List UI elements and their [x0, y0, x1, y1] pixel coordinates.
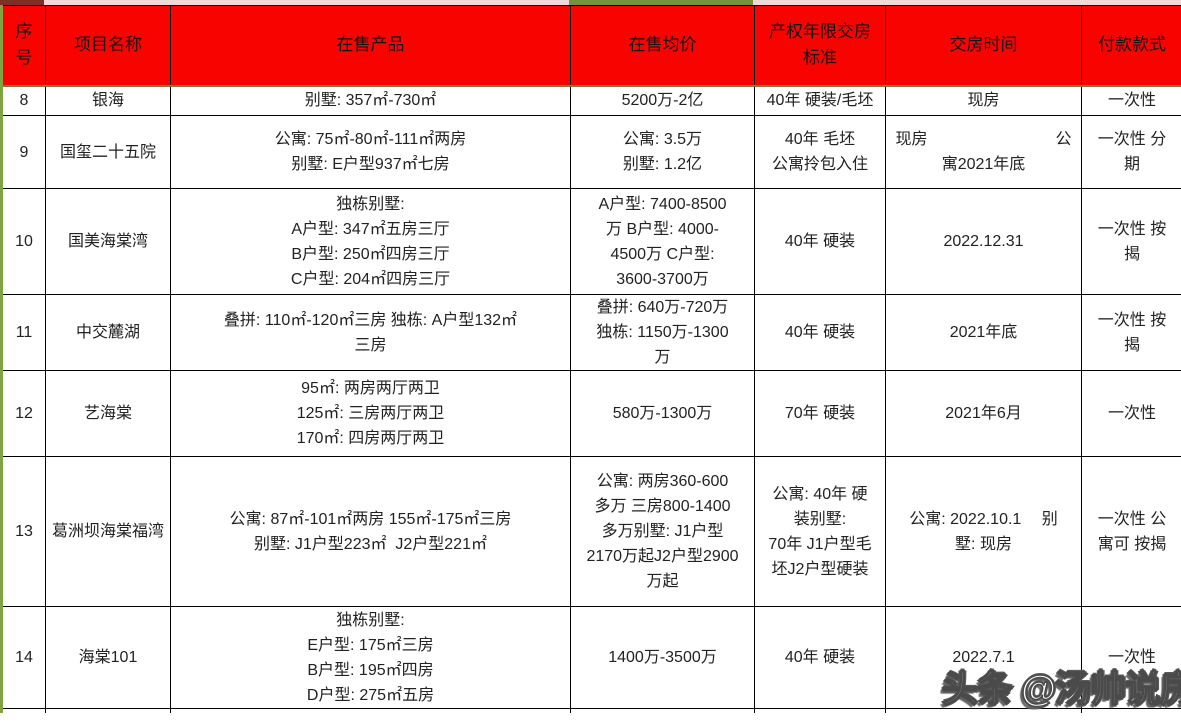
- cell-project-name: 中交麓湖: [45, 294, 171, 371]
- cell-avg-price: 1400万-3500万: [570, 606, 755, 709]
- cell-index: 10: [1, 188, 46, 295]
- cell-avg-price: A户型: 7400-8500 万 B户型: 4000- 4500万 C户型: 3…: [570, 188, 755, 295]
- cell-project-name: 银海: [45, 85, 171, 116]
- cell-project-name: 国美海棠湾: [45, 188, 171, 295]
- cell-payment-type: 一次性 分 期: [1081, 115, 1181, 189]
- cell-project-name: 葛洲坝海棠福湾: [45, 456, 171, 607]
- cell-payment-type: 一次性 按 揭: [1081, 188, 1181, 295]
- cell-tenure-standard: 40年 硬装: [754, 188, 886, 295]
- col-header-payment-type: 付款款式: [1081, 5, 1181, 87]
- partial-row: [1, 708, 1181, 713]
- table-row: 8 银海 别墅: 357㎡-730㎡ 5200万-2亿 40年 硬装/毛坯 现房…: [1, 85, 1181, 116]
- table-row: 14 海棠101 独栋别墅: E户型: 175㎡三房 B户型: 195㎡四房 D…: [1, 606, 1181, 709]
- cell-products: 95㎡: 两房两厅两卫 125㎡: 三房两厅两卫 170㎡: 四房两厅两卫: [170, 370, 571, 457]
- table-row: 13 葛洲坝海棠福湾 公寓: 87㎡-101㎡两房 155㎡-175㎡三房 别墅…: [1, 456, 1181, 607]
- cell-products: 独栋别墅: E户型: 175㎡三房 B户型: 195㎡四房 D户型: 275㎡五…: [170, 606, 571, 709]
- col-header-products: 在售产品: [170, 5, 571, 87]
- cell-project-name: 国玺二十五院: [45, 115, 171, 189]
- cell-delivery-time: 现房 公 寓2021年底: [885, 115, 1082, 189]
- cell-products: 公寓: 87㎡-101㎡两房 155㎡-175㎡三房 别墅: J1户型223㎡ …: [170, 456, 571, 607]
- cell-tenure-standard: 40年 毛坯 公寓拎包入住: [754, 115, 886, 189]
- cell-index: 8: [1, 85, 46, 116]
- cell-products: 叠拼: 110㎡-120㎡三房 独栋: A户型132㎡ 三房: [170, 294, 571, 371]
- cell-tenure-standard: 70年 硬装: [754, 370, 886, 457]
- cell-avg-price: 公寓: 3.5万 别墅: 1.2亿: [570, 115, 755, 189]
- top-strip-segment-maroon: [0, 0, 44, 5]
- table-row: 12 艺海棠 95㎡: 两房两厅两卫 125㎡: 三房两厅两卫 170㎡: 四房…: [1, 370, 1181, 457]
- cell-index: 14: [1, 606, 46, 709]
- watermark: 头条 @汤帅说房: [941, 667, 1181, 710]
- col-header-tenure-standard: 产权年限交房 标准: [754, 5, 886, 87]
- listings-table: 序 号 项目名称 在售产品 在售均价 产权年限交房 标准 交房时间 付款款式 8…: [0, 5, 1181, 713]
- top-strip-segment-pink-right: [753, 0, 1181, 5]
- top-strip-segment-pink-left: [44, 0, 569, 5]
- cell-index: 11: [1, 294, 46, 371]
- cell-tenure-standard: 40年 硬装/毛坯: [754, 85, 886, 116]
- cell-payment-type: 一次性 按 揭: [1081, 294, 1181, 371]
- cell-payment-type: 一次性: [1081, 85, 1181, 116]
- cell-avg-price: 公寓: 两房360-600 多万 三房800-1400 多万别墅: J1户型 2…: [570, 456, 755, 607]
- cell-payment-type: 一次性: [1081, 370, 1181, 457]
- cell-products: 公寓: 75㎡-80㎡-111㎡两房 别墅: E户型937㎡七房: [170, 115, 571, 189]
- cell-avg-price: 5200万-2亿: [570, 85, 755, 116]
- cell-tenure-standard: 40年 硬装: [754, 606, 886, 709]
- cell-index: 12: [1, 370, 46, 457]
- cell-index: 9: [1, 115, 46, 189]
- cell-payment-type: 一次性 公 寓可 按揭: [1081, 456, 1181, 607]
- cell-tenure-standard: 公寓: 40年 硬 装别墅: 70年 J1户型毛 坯J2户型硬装: [754, 456, 886, 607]
- col-header-project-name: 项目名称: [45, 5, 171, 87]
- cell-project-name: 艺海棠: [45, 370, 171, 457]
- col-header-index: 序 号: [1, 5, 46, 87]
- cell-delivery-time: 2022.12.31: [885, 188, 1082, 295]
- cell-project-name: 海棠101: [45, 606, 171, 709]
- cell-index: 13: [1, 456, 46, 607]
- cell-avg-price: 叠拼: 640万-720万 独栋: 1150万-1300 万: [570, 294, 755, 371]
- col-header-delivery-time: 交房时间: [885, 5, 1082, 87]
- cell-products: 别墅: 357㎡-730㎡: [170, 85, 571, 116]
- top-strip-segment-green: [569, 0, 753, 5]
- cell-products: 独栋别墅: A户型: 347㎡五房三厅 B户型: 250㎡四房三厅 C户型: 2…: [170, 188, 571, 295]
- cell-delivery-time: 2022.7.1: [885, 606, 1082, 709]
- cell-delivery-time: 公寓: 2022.10.1 别 墅: 现房: [885, 456, 1082, 607]
- cell-delivery-time: 2021年底: [885, 294, 1082, 371]
- table-row: 10 国美海棠湾 独栋别墅: A户型: 347㎡五房三厅 B户型: 250㎡四房…: [1, 188, 1181, 295]
- table-row: 11 中交麓湖 叠拼: 110㎡-120㎡三房 独栋: A户型132㎡ 三房 叠…: [1, 294, 1181, 371]
- cell-avg-price: 580万-1300万: [570, 370, 755, 457]
- cell-tenure-standard: 40年 硬装: [754, 294, 886, 371]
- header-row: 序 号 项目名称 在售产品 在售均价 产权年限交房 标准 交房时间 付款款式: [1, 5, 1181, 87]
- table-row: 9 国玺二十五院 公寓: 75㎡-80㎡-111㎡两房 别墅: E户型937㎡七…: [1, 115, 1181, 189]
- col-header-avg-price: 在售均价: [570, 5, 755, 87]
- cell-delivery-time: 2021年6月: [885, 370, 1082, 457]
- cell-delivery-time: 现房: [885, 85, 1082, 116]
